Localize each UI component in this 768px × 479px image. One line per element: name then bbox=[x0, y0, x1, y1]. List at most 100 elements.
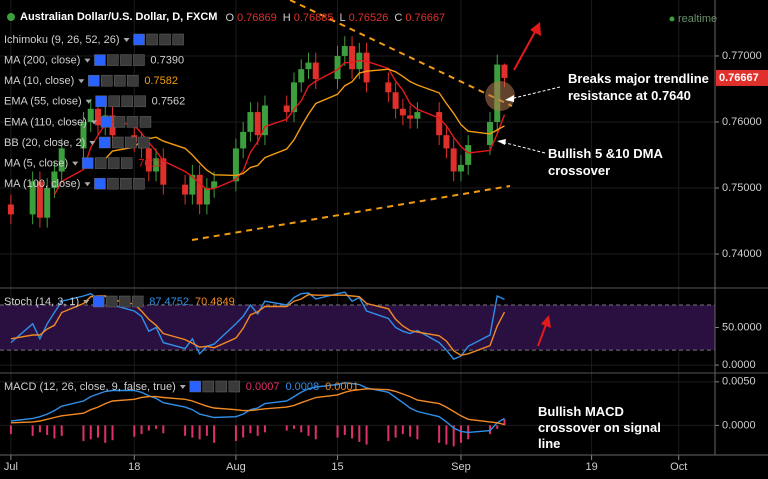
indicator-button[interactable] bbox=[202, 380, 215, 393]
indicator-button[interactable] bbox=[121, 95, 133, 108]
candle-body bbox=[36, 181, 43, 218]
indicator-button[interactable] bbox=[189, 380, 202, 393]
candle-body bbox=[196, 174, 203, 205]
indicator-button[interactable] bbox=[88, 74, 100, 87]
ohlc-value: 0.76885 bbox=[294, 12, 334, 24]
candle-body bbox=[385, 82, 392, 93]
histogram-bar bbox=[445, 425, 448, 445]
histogram-bar bbox=[263, 425, 266, 433]
indicator-button[interactable] bbox=[108, 95, 120, 108]
indicator-button[interactable] bbox=[120, 177, 132, 190]
histogram-bar bbox=[38, 425, 41, 433]
histogram-bar bbox=[416, 425, 419, 440]
y-tick-label: 50.0000 bbox=[722, 321, 762, 333]
histogram-bar bbox=[351, 425, 354, 439]
indicator-button[interactable] bbox=[138, 136, 150, 149]
x-tick-label: Sep bbox=[451, 461, 471, 473]
candle-body bbox=[87, 108, 94, 122]
x-tick-label: Aug bbox=[226, 461, 246, 473]
indicator-button[interactable] bbox=[99, 136, 111, 149]
candle-body bbox=[334, 55, 341, 80]
indicator-button[interactable] bbox=[92, 295, 105, 308]
indicator-button[interactable] bbox=[139, 116, 152, 128]
indicator-button[interactable] bbox=[146, 33, 158, 46]
indicator-button[interactable] bbox=[127, 74, 139, 87]
candle-body bbox=[298, 69, 305, 83]
dropdown-caret bbox=[84, 58, 91, 63]
ohlc-label: L bbox=[339, 12, 345, 24]
candle-body bbox=[44, 187, 51, 218]
callout-arrow-head bbox=[505, 95, 514, 102]
indicator-button[interactable] bbox=[95, 95, 107, 108]
indicator-button[interactable] bbox=[133, 33, 145, 46]
indicator-button[interactable] bbox=[94, 177, 106, 190]
indicator-button[interactable] bbox=[112, 136, 124, 149]
dropdown-caret bbox=[85, 99, 92, 104]
candle-body bbox=[182, 184, 189, 195]
indicator-button[interactable] bbox=[118, 295, 131, 308]
indicator-button[interactable] bbox=[107, 177, 119, 190]
indicator-button[interactable] bbox=[125, 136, 137, 149]
x-tick-label: 18 bbox=[128, 461, 140, 473]
indicator-button[interactable] bbox=[172, 33, 184, 46]
histogram-bar bbox=[387, 425, 390, 442]
ohlc-label: H bbox=[283, 12, 291, 24]
annotation-line: resistance at 0.7640 bbox=[568, 88, 691, 103]
indicator-button[interactable] bbox=[215, 380, 228, 393]
candle-body bbox=[51, 171, 58, 188]
histogram-bar bbox=[343, 425, 346, 435]
callout-arrow bbox=[501, 141, 546, 154]
indicator-button[interactable] bbox=[228, 380, 241, 393]
indicator-button[interactable] bbox=[133, 177, 145, 190]
histogram-bar bbox=[438, 425, 441, 443]
indicator-button[interactable] bbox=[114, 74, 126, 87]
indicator-button[interactable] bbox=[134, 95, 146, 108]
candle-body bbox=[341, 46, 348, 56]
y-tick-label: 0.76000 bbox=[722, 116, 762, 128]
indicator-value: 0.7390 bbox=[150, 55, 184, 67]
histogram-bar bbox=[336, 425, 339, 438]
histogram-bar bbox=[365, 425, 368, 445]
ohlc-value: 0.76869 bbox=[237, 12, 277, 24]
indicator-button[interactable] bbox=[113, 116, 126, 128]
indicator-button[interactable] bbox=[94, 54, 106, 66]
candle-body bbox=[145, 148, 152, 172]
callout-arrow-head bbox=[497, 139, 506, 145]
histogram-bar bbox=[234, 425, 237, 442]
histogram-bar bbox=[496, 425, 499, 429]
dropdown-caret bbox=[89, 141, 96, 145]
annotation: Bullish 5 &10 DMA crossover bbox=[548, 146, 663, 178]
candle-body bbox=[465, 145, 472, 165]
histogram-bar bbox=[452, 425, 455, 447]
annotation-line: line bbox=[538, 436, 560, 451]
indicator-button[interactable] bbox=[120, 54, 132, 66]
indicator-button[interactable] bbox=[133, 54, 145, 66]
histogram-bar bbox=[401, 425, 404, 435]
indicator-button[interactable] bbox=[107, 54, 119, 66]
histogram-bar bbox=[503, 419, 506, 426]
indicator-button[interactable] bbox=[120, 157, 133, 169]
indicator-label: EMA (55, close) bbox=[4, 96, 82, 108]
indicator-button[interactable] bbox=[126, 116, 139, 128]
indicator-button[interactable] bbox=[101, 74, 113, 87]
indicator-button[interactable] bbox=[94, 157, 107, 169]
histogram-bar bbox=[198, 425, 201, 440]
indicator-button[interactable] bbox=[81, 157, 94, 169]
candle-body bbox=[232, 148, 239, 182]
panel-title: Stoch (14, 3, 1) bbox=[4, 296, 79, 308]
indicator-button[interactable] bbox=[105, 295, 118, 308]
candle-body bbox=[312, 62, 319, 80]
y-tick-label: 0.0000 bbox=[722, 419, 756, 431]
annotation: Breaks major trendline resistance at 0.76… bbox=[568, 71, 709, 103]
panel-value: 70.4849 bbox=[195, 296, 235, 308]
indicator-button[interactable] bbox=[107, 157, 120, 169]
indicator-label: MA (10, close) bbox=[4, 75, 74, 87]
up-arrow-head bbox=[541, 315, 551, 328]
indicator-button[interactable] bbox=[131, 295, 144, 308]
indicator-button[interactable] bbox=[100, 116, 113, 128]
y-tick-label: 0.0000 bbox=[722, 359, 756, 371]
histogram-bar bbox=[249, 425, 252, 434]
status-dot bbox=[7, 13, 15, 21]
indicator-button[interactable] bbox=[159, 33, 171, 46]
indicator-value: 0.7582 bbox=[144, 75, 178, 87]
